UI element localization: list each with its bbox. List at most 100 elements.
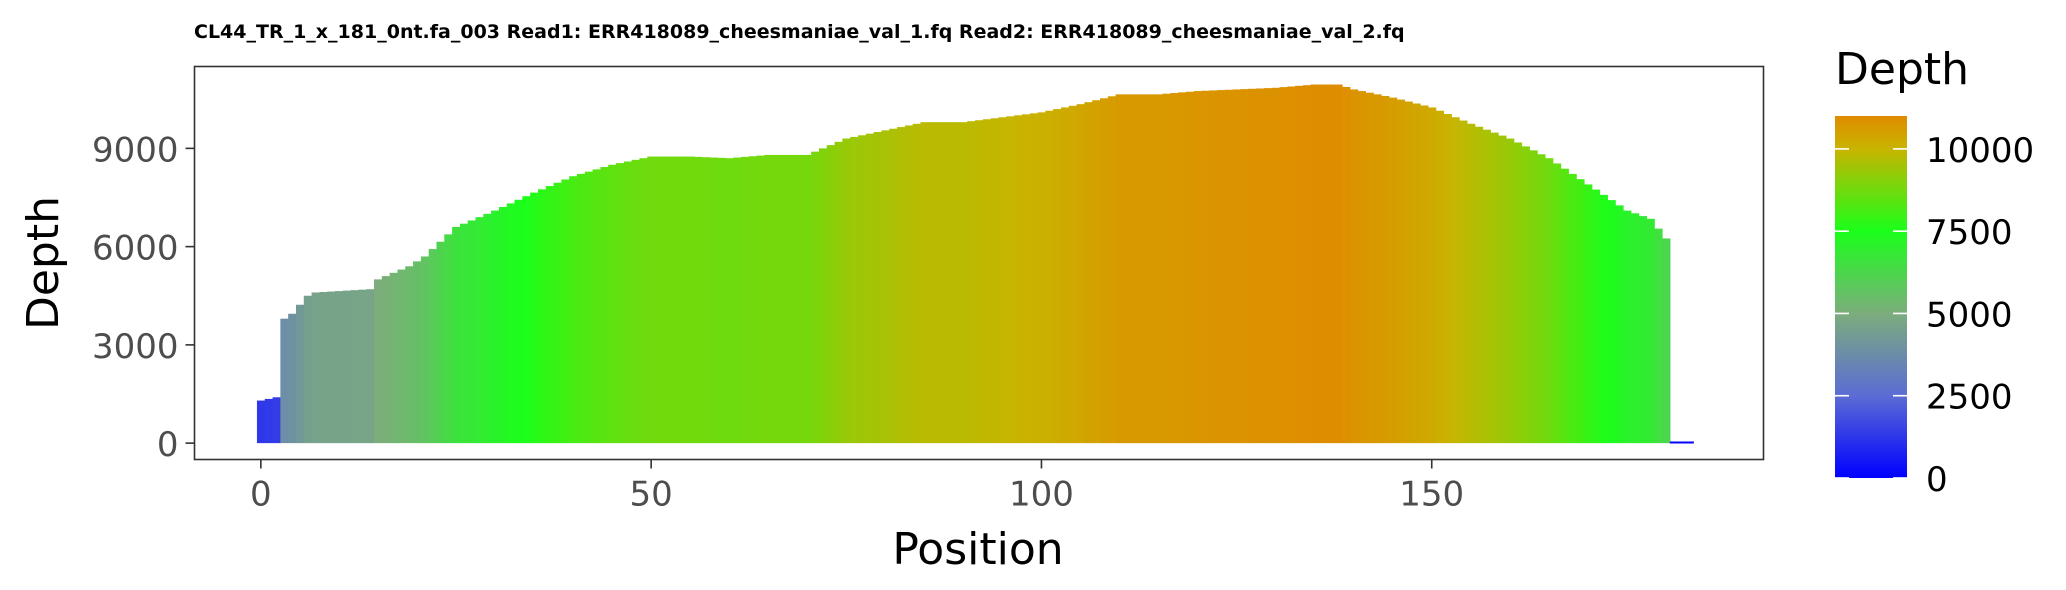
bar-position-29 — [483, 213, 492, 444]
bar-position-96 — [1006, 116, 1015, 444]
bar-position-174 — [1615, 205, 1624, 444]
bar-position-50 — [647, 156, 656, 444]
y-axis-title: Depth — [18, 196, 69, 330]
x-tick-label: 50 — [630, 475, 673, 515]
bar-position-22 — [428, 249, 438, 444]
x-axis-title: Position — [892, 524, 1063, 575]
bar-position-89 — [951, 122, 961, 444]
bar-position-81 — [889, 128, 898, 444]
bar-position-36 — [537, 189, 547, 444]
bar-position-138 — [1334, 84, 1343, 444]
bar-position-38 — [553, 182, 562, 444]
bar-position-162 — [1521, 146, 1530, 444]
bar-position-34 — [522, 196, 531, 444]
bar-position-108 — [1099, 98, 1109, 444]
bar-position-68 — [787, 154, 797, 444]
bar-position-129 — [1263, 88, 1273, 444]
bar-position-43 — [592, 169, 602, 444]
bar-position-132 — [1287, 86, 1296, 444]
bar-position-169 — [1576, 179, 1585, 444]
bar-position-180 — [1662, 238, 1671, 444]
bar-position-137 — [1326, 84, 1335, 444]
legend-tick-label: 7500 — [1926, 213, 2013, 253]
legend-title: Depth — [1835, 44, 1969, 95]
bar-position-152 — [1443, 113, 1452, 444]
y-axis: 0 3000 6000 9000 — [92, 130, 195, 465]
bar-position-11 — [342, 290, 352, 444]
bar-position-128 — [1256, 88, 1265, 444]
bar-position-116 — [1162, 93, 1171, 444]
bar-position-39 — [561, 179, 570, 444]
bar-position-141 — [1357, 91, 1366, 444]
bar-position-19 — [405, 266, 414, 444]
bar-position-177 — [1638, 216, 1648, 444]
bar-position-106 — [1084, 102, 1093, 444]
bar-position-65 — [764, 154, 773, 444]
bar-position-15 — [374, 279, 383, 444]
bar-position-92 — [975, 120, 984, 444]
bar-position-44 — [600, 167, 609, 444]
bar-position-166 — [1552, 163, 1562, 444]
bar-position-27 — [467, 220, 477, 444]
bar-position-165 — [1544, 158, 1554, 444]
bar-position-61 — [733, 157, 742, 444]
bar-position-10 — [335, 291, 344, 444]
bar-position-70 — [803, 154, 812, 444]
bar-position-9 — [327, 291, 336, 444]
bar-position-72 — [818, 148, 828, 444]
bar-position-161 — [1513, 142, 1523, 444]
bar-position-45 — [608, 164, 617, 444]
bar-position-140 — [1349, 89, 1359, 444]
bar-position-151 — [1435, 110, 1445, 444]
bar-position-40 — [569, 176, 578, 444]
bar-position-48 — [631, 159, 641, 444]
bar-position-52 — [662, 156, 672, 444]
bar-position-126 — [1240, 89, 1249, 444]
bar-position-139 — [1341, 86, 1351, 444]
bar-position-125 — [1232, 89, 1242, 444]
bar-position-78 — [865, 133, 875, 444]
bar-position-5 — [295, 304, 305, 444]
bar-position-83 — [904, 125, 914, 444]
bar-position-167 — [1560, 168, 1569, 444]
bar-position-32 — [506, 203, 516, 444]
bar-position-170 — [1583, 184, 1593, 444]
bar-position-127 — [1248, 88, 1257, 444]
bar-position-79 — [873, 132, 883, 444]
bar-position-57 — [701, 157, 711, 444]
bar-position-144 — [1381, 95, 1390, 444]
x-tick-label: 0 — [250, 475, 272, 515]
bar-position-173 — [1607, 200, 1616, 444]
bar-position-148 — [1412, 103, 1421, 444]
bar-position-119 — [1185, 91, 1195, 444]
bar-position-122 — [1209, 90, 1218, 444]
y-tick-label: 6000 — [92, 229, 179, 269]
bar-position-0 — [256, 400, 266, 444]
bar-position-91 — [967, 121, 976, 444]
bar-position-73 — [826, 145, 836, 444]
bar-position-21 — [420, 256, 430, 444]
bar-position-42 — [584, 171, 594, 444]
bar-position-142 — [1365, 92, 1374, 444]
x-tick-label: 150 — [1399, 475, 1464, 515]
bar-position-178 — [1646, 218, 1655, 444]
bar-position-124 — [1224, 89, 1234, 444]
bar-position-66 — [772, 154, 781, 444]
bar-position-110 — [1115, 94, 1125, 444]
bar-position-64 — [756, 155, 765, 444]
bar-position-33 — [514, 199, 523, 444]
bar-position-181 — [1669, 441, 1679, 444]
bar-position-67 — [779, 154, 789, 444]
bar-position-37 — [545, 186, 555, 444]
bar-position-136 — [1318, 84, 1327, 444]
bar-position-176 — [1630, 213, 1640, 444]
bar-position-158 — [1490, 132, 1499, 444]
bar-position-13 — [358, 289, 367, 444]
bar-position-168 — [1568, 173, 1577, 444]
bar-position-171 — [1591, 189, 1601, 444]
bar-position-49 — [639, 158, 648, 444]
legend-colorbar — [1835, 116, 1907, 478]
bar-position-59 — [717, 157, 726, 444]
bar-position-63 — [748, 156, 758, 444]
bar-position-84 — [912, 123, 922, 444]
